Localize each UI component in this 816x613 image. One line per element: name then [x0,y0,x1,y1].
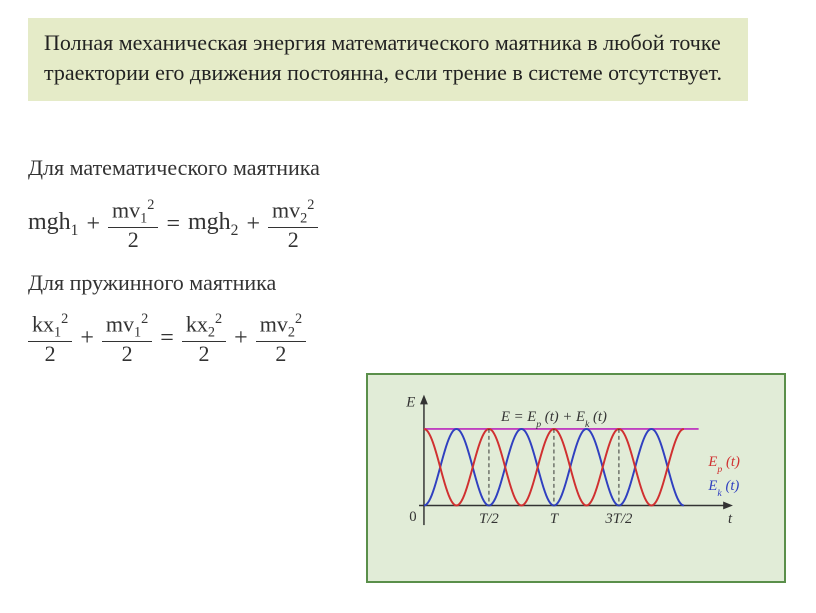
svg-text:T/2: T/2 [479,511,499,527]
header-statement: Полная механическая энергия математическ… [28,18,748,101]
svg-text:T: T [550,511,560,527]
equation-math-pendulum: mgh1 + mv12 2 = mgh2 + mv22 2 [28,198,318,251]
svg-text:Ek (t): Ek (t) [707,478,739,499]
svg-text:Ep (t): Ep (t) [707,454,740,475]
svg-text:t: t [728,511,733,527]
header-text: Полная механическая энергия математическ… [44,30,722,85]
section-math-pendulum-title: Для математического маятника [28,155,320,181]
energy-chart: T/2 T 3T/2 E 0 t E = Ep (t) + Ek (t) Ep (t) Ek (… [366,373,786,583]
svg-text:E: E [405,394,415,410]
svg-text:3T/2: 3T/2 [604,511,633,527]
energy-chart-svg: T/2 T 3T/2 E 0 t E = Ep (t) + Ek (t) Ep (t) Ek (… [368,375,784,581]
section-spring-pendulum-title: Для пружинного маятника [28,270,276,296]
svg-text:E = Ep (t) + Ek (t): E = Ep (t) + Ek (t) [500,409,607,430]
svg-text:0: 0 [409,509,416,525]
equation-spring-pendulum: kx12 2 + mv12 2 = kx22 2 + mv22 2 [28,312,306,365]
